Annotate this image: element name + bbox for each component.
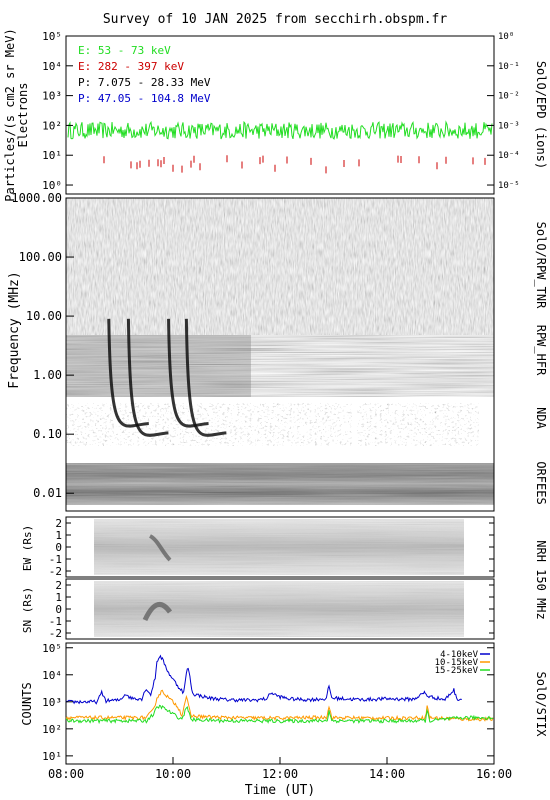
epd-y2tick-label: 10⁻¹ bbox=[498, 62, 520, 72]
spectrogram-burst bbox=[184, 318, 227, 437]
epd-series-sparse bbox=[103, 155, 486, 174]
figure-title: Survey of 10 JAN 2025 from secchirh.obsp… bbox=[103, 12, 448, 27]
stix-xtick-label: 16:00 bbox=[476, 767, 512, 781]
nrh-ytick-label: -1 bbox=[49, 615, 62, 628]
stix-xtick-label: 14:00 bbox=[369, 767, 405, 781]
instrument-label-tnr: SolO/RPW_TNR bbox=[534, 222, 548, 309]
nrh-sn-texture bbox=[94, 581, 464, 637]
nrh-ytick-label: 1 bbox=[55, 591, 62, 604]
epd-panel: 10⁰ 10¹ 10² 10³ 10⁴ 10⁵ 10⁻⁵ 10⁻⁴ 10⁻³ 10⁻² 10⁻¹ 1… bbox=[3, 28, 548, 201]
legend-entry: E: 53 - 73 keV bbox=[78, 44, 171, 57]
nrh-ytick-label: 2 bbox=[55, 579, 62, 592]
stix-legend: 4-10keV 10-15keV 15-25keV bbox=[435, 650, 490, 676]
stix-series-line bbox=[65, 704, 494, 725]
epd-ylabel: Particles/(s cm2 sr MeV) bbox=[3, 28, 17, 201]
epd-ytick-label: 10⁴ bbox=[42, 60, 62, 73]
spectrogram-ytick-label: 0.01 bbox=[33, 486, 62, 500]
epd-series-line bbox=[67, 120, 493, 140]
hfr-left-block bbox=[66, 335, 251, 397]
stix-frame bbox=[65, 642, 495, 765]
spectrogram-ytick-label: 1000.00 bbox=[11, 191, 62, 205]
nrh-sn-ylabel: SN (Rs) bbox=[21, 587, 34, 633]
stix-ylabel: COUNTS bbox=[20, 682, 34, 725]
nrh-ytick-label: -2 bbox=[49, 627, 62, 640]
legend-entry: P: 47.05 - 104.8 MeV bbox=[78, 92, 211, 105]
nrh-sn-source-trace bbox=[142, 601, 173, 622]
legend-entry: E: 282 - 397 keV bbox=[78, 60, 184, 73]
epd-y2tick-label: 10⁻² bbox=[498, 92, 520, 102]
epd-y2tick-label: 10⁻³ bbox=[498, 121, 520, 131]
nrh-ytick-label: -1 bbox=[49, 553, 62, 566]
stix-right-label: SolO/STIX bbox=[534, 671, 548, 737]
nrh-ew-ylabel: EW (Rs) bbox=[21, 525, 34, 571]
legend-entry: P: 7.075 - 28.33 MeV bbox=[78, 76, 211, 89]
stix-series-line bbox=[65, 654, 462, 705]
legend-entry: 15-25keV bbox=[435, 666, 479, 676]
spectrogram-ytick-label: 100.00 bbox=[19, 250, 62, 264]
stix-panel: 10¹ 10² 10³ 10⁴ 10⁵ 08:00 10:00 12:00 14:00 16:0… bbox=[20, 642, 548, 798]
epd-legend: E: 53 - 73 keV E: 282 - 397 keV P: 7.075… bbox=[78, 44, 211, 105]
legend-entry: 4-10keV bbox=[440, 650, 479, 660]
spectrogram-panel: 0.01 0.10 1.00 10.00 100.00 1000.00 Frequency… bbox=[7, 191, 548, 512]
epd-right-label: SolO/EPD (ions) bbox=[534, 61, 548, 169]
nrh-right-label: NRH 150 MHz bbox=[534, 540, 548, 619]
stix-series-line bbox=[65, 689, 494, 722]
nrh-ytick-label: 2 bbox=[55, 517, 62, 530]
nrh-ytick-label: 0 bbox=[55, 603, 62, 616]
epd-ytick-label: 10² bbox=[42, 119, 62, 132]
spectrogram-ytick-label: 1.00 bbox=[33, 368, 62, 382]
epd-ylabel2: Electrons bbox=[16, 82, 30, 147]
spectrogram-burst bbox=[126, 318, 169, 437]
spectrogram-burst bbox=[107, 318, 149, 428]
spectrogram-ytick-label: 10.00 bbox=[26, 309, 62, 323]
nrh-ew-texture bbox=[94, 519, 464, 575]
instrument-label-orfees: ORFEES bbox=[534, 461, 548, 504]
stix-xtick-label: 08:00 bbox=[48, 767, 84, 781]
nrh-ytick-label: -2 bbox=[49, 565, 62, 578]
nda-gap bbox=[352, 403, 357, 446]
stix-ytick-label: 10⁵ bbox=[42, 642, 62, 655]
epd-y2tick-label: 10⁰ bbox=[498, 32, 514, 42]
stix-xtick-label: 12:00 bbox=[262, 767, 298, 781]
stix-xtick-label: 10:00 bbox=[155, 767, 191, 781]
epd-y2tick-label: 10⁻⁴ bbox=[498, 151, 520, 161]
epd-ytick-label: 10³ bbox=[42, 90, 62, 103]
spectrogram-ytick-label: 0.10 bbox=[33, 427, 62, 441]
stix-ytick-label: 10³ bbox=[42, 696, 62, 709]
orfees-noise bbox=[66, 463, 494, 505]
hfr-band bbox=[66, 335, 494, 397]
epd-y2tick-label: 10⁻⁵ bbox=[498, 181, 520, 191]
spectrogram-burst bbox=[167, 318, 209, 428]
epd-ytick-label: 10⁵ bbox=[42, 30, 62, 43]
tnr-band bbox=[66, 198, 494, 335]
instrument-label-nda: NDA bbox=[534, 407, 548, 429]
spectrogram-frame bbox=[65, 197, 495, 512]
stix-ytick-label: 10¹ bbox=[42, 750, 62, 763]
epd-ytick-label: 10⁰ bbox=[42, 179, 62, 192]
epd-ytick-label: 10¹ bbox=[42, 149, 62, 162]
nrh-ytick-label: 0 bbox=[55, 541, 62, 554]
legend-entry: 10-15keV bbox=[435, 658, 479, 668]
nrh-ytick-label: 1 bbox=[55, 529, 62, 542]
spectrogram-ylabel: Frequency (MHz) bbox=[7, 271, 22, 388]
nrh-ew-source-trace bbox=[148, 534, 172, 562]
stix-ytick-label: 10² bbox=[42, 723, 62, 736]
stix-xlabel: Time (UT) bbox=[245, 783, 315, 798]
stix-ytick-label: 10⁴ bbox=[42, 669, 62, 682]
instrument-label-hfr: RPW_HFR bbox=[534, 325, 548, 376]
